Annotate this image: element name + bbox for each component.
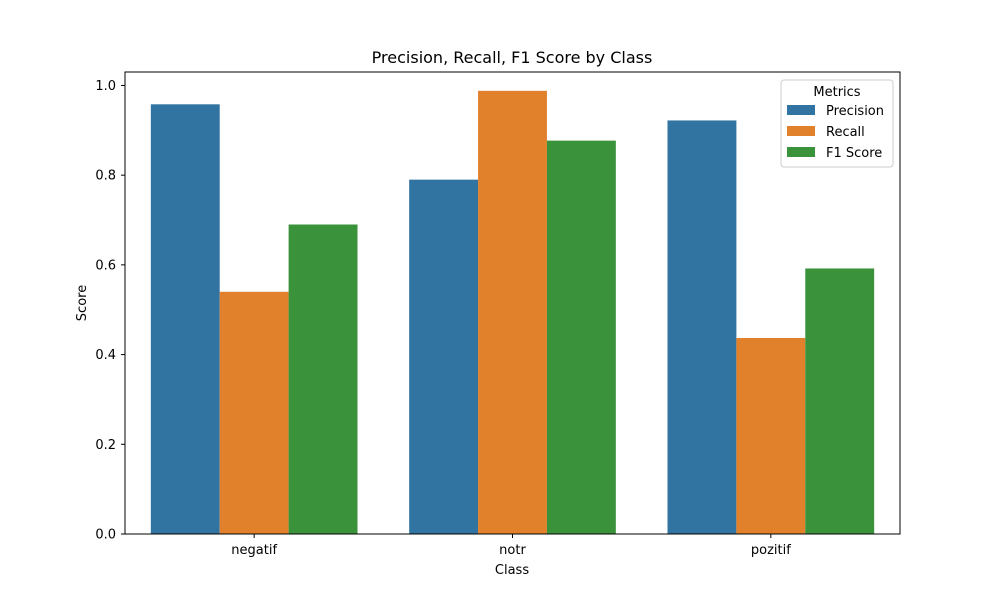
bars-layer: [150, 90, 875, 535]
y-tick-label: 0.8: [95, 169, 116, 184]
x-axis-title: Class: [495, 563, 529, 578]
bar-precision-negatif: [150, 104, 220, 535]
bar-precision-pozitif: [667, 120, 737, 534]
x-tick-label-negatif: negatif: [231, 543, 277, 558]
bar-recall-negatif: [219, 291, 289, 534]
x-tick-label-notr: notr: [499, 543, 526, 558]
legend-swatch-precision: [787, 105, 815, 115]
legend-label-precision: Precision: [826, 104, 884, 119]
bar-recall-pozitif: [736, 337, 806, 534]
x-tick-label-pozitif: pozitif: [751, 543, 791, 558]
legend-box: [780, 79, 894, 168]
bar-precision-notr: [409, 179, 479, 534]
bar-f1-score-notr: [546, 140, 616, 534]
legend-label-recall: Recall: [826, 125, 865, 140]
y-tick-label: 0.2: [95, 438, 116, 453]
y-tick-label: 0.0: [95, 528, 116, 543]
bar-f1-score-pozitif: [805, 268, 875, 534]
legend-items: Precision Recall F1 Score: [787, 104, 884, 161]
x-axis: negatif notr pozitif: [231, 534, 791, 558]
y-axis: 0.0 0.2 0.4 0.6 0.8 1.0: [95, 79, 125, 543]
legend-swatch-recall: [787, 126, 815, 136]
legend-title: Metrics: [813, 85, 860, 100]
y-tick-label: 1.0: [95, 79, 116, 94]
y-tick-label: 0.6: [95, 258, 116, 273]
chart-title: Precision, Recall, F1 Score by Class: [372, 48, 653, 67]
bar-f1-score-negatif: [288, 224, 358, 534]
y-axis-title: Score: [75, 285, 90, 321]
legend: Metrics Precision Recall F1 Score: [780, 79, 894, 168]
bar-recall-notr: [478, 90, 547, 534]
legend-swatch-f1-score: [787, 147, 815, 157]
plot-frame: [124, 71, 901, 535]
y-tick-label: 0.4: [95, 348, 116, 363]
legend-label-f1-score: F1 Score: [826, 146, 882, 161]
